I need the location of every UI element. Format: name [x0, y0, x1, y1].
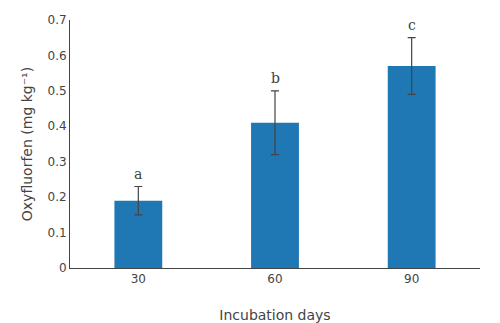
svg-text:0.5: 0.5 — [48, 84, 67, 98]
svg-text:0.6: 0.6 — [48, 49, 67, 63]
svg-text:a: a — [134, 166, 142, 182]
svg-text:0.3: 0.3 — [48, 155, 67, 169]
svg-text:30: 30 — [131, 272, 146, 286]
svg-text:60: 60 — [267, 272, 282, 286]
svg-text:b: b — [271, 70, 280, 86]
svg-text:0.1: 0.1 — [48, 226, 67, 240]
svg-text:90: 90 — [404, 272, 419, 286]
svg-text:0.4: 0.4 — [48, 119, 67, 133]
svg-text:0: 0 — [59, 261, 67, 275]
svg-text:c: c — [408, 17, 416, 33]
svg-text:0.2: 0.2 — [48, 190, 67, 204]
svg-text:Incubation days: Incubation days — [219, 307, 330, 323]
svg-text:0.7: 0.7 — [48, 13, 67, 27]
svg-text:Oxyfluorfen (mg kg⁻¹): Oxyfluorfen (mg kg⁻¹) — [19, 67, 35, 221]
